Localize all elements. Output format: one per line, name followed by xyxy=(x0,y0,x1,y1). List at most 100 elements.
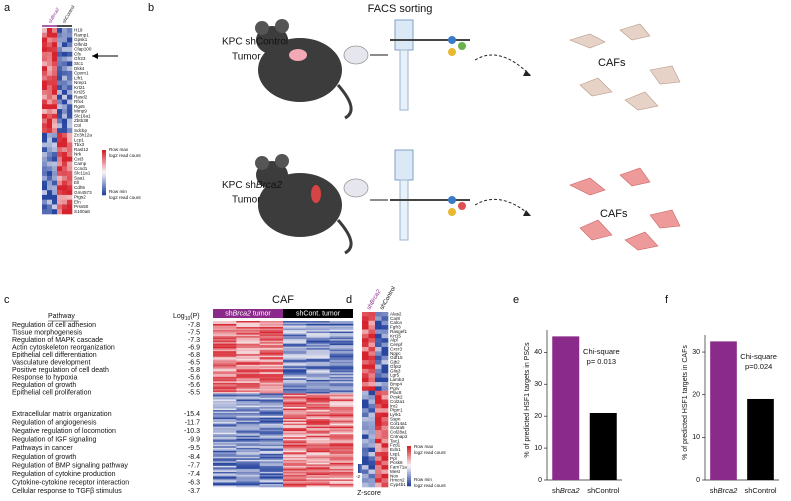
heatmap-cell xyxy=(329,452,354,455)
heatmap-cell xyxy=(236,351,260,353)
heatmap-cell xyxy=(57,42,63,48)
heatmap-cell xyxy=(57,156,63,162)
heatmap-cell xyxy=(381,399,389,405)
heatmap-cell xyxy=(306,348,330,350)
heatmap-cell xyxy=(329,384,354,387)
heatmap-cell xyxy=(306,339,330,341)
heatmap-cell xyxy=(381,460,389,466)
heatmap-cell xyxy=(329,375,354,378)
heatmap-cell xyxy=(67,118,73,124)
log10p: -7.7 xyxy=(188,462,200,469)
heatmap-cell xyxy=(306,423,330,426)
heatmap-cell xyxy=(236,373,260,376)
heatmap-cell xyxy=(375,438,382,444)
heatmap-cell xyxy=(259,355,284,358)
group-label: shBrca2 tumor xyxy=(225,310,271,317)
heatmap-cell xyxy=(213,416,237,418)
heatmap-cell xyxy=(213,337,237,340)
key-title: Z-score xyxy=(357,490,381,497)
heatmap-cell xyxy=(236,444,260,447)
heatmap-cell xyxy=(283,372,307,375)
heatmap-cell xyxy=(213,321,237,323)
heatmap-cell xyxy=(213,420,237,423)
heatmap-cell xyxy=(306,370,330,373)
heatmap-cell xyxy=(259,441,284,444)
heatmap-cell xyxy=(368,425,376,431)
heatmap-cell xyxy=(42,137,48,143)
heatmap-cell xyxy=(306,429,330,432)
heatmap-cell xyxy=(67,175,73,181)
heatmap-cell xyxy=(362,434,369,440)
heatmap-cell xyxy=(47,128,53,134)
key-cell xyxy=(407,480,411,483)
heatmap-cell xyxy=(67,113,73,119)
heatmap-cell xyxy=(368,382,376,387)
gene-label: Calca xyxy=(390,320,402,325)
group-label: shCont. tumor xyxy=(296,310,341,317)
heatmap-cell xyxy=(329,351,354,353)
heatmap-cell xyxy=(283,381,307,384)
heatmap-cell xyxy=(213,364,237,367)
heatmap-cell xyxy=(368,430,376,435)
gene-label: Dkk4 xyxy=(74,66,85,71)
heatmap-cell xyxy=(283,331,307,334)
heatmap-cell xyxy=(329,434,354,436)
heatmap-cell xyxy=(62,137,68,143)
heatmap-cell xyxy=(67,99,73,105)
heatmap-cell xyxy=(283,438,307,441)
heatmap-cell xyxy=(259,429,284,432)
heatmap-cell xyxy=(213,471,237,474)
key-cell xyxy=(407,462,411,465)
y-tick-label: 0 xyxy=(538,477,542,484)
gene-label: Bmp4 xyxy=(390,381,402,386)
gene-label: Alas2 xyxy=(390,311,402,316)
heatmap-cell xyxy=(236,455,260,458)
heatmap-cell xyxy=(381,355,389,361)
heatmap-cell xyxy=(306,416,330,418)
heatmap-cell xyxy=(283,413,307,415)
log10p: -8.4 xyxy=(188,454,200,461)
heatmap-cell xyxy=(368,338,376,343)
heatmap-cell xyxy=(236,363,260,366)
pathway: Extracellular matrix organization xyxy=(12,411,112,418)
heatmap-cell xyxy=(368,443,376,448)
mouse-label: Tumor xyxy=(232,52,261,63)
text-part: sh xyxy=(225,310,233,317)
gene-label: Pgrv xyxy=(390,386,400,391)
heatmap-cell xyxy=(329,419,354,421)
heatmap-cell xyxy=(306,334,330,337)
heatmap-cell xyxy=(57,90,63,96)
heatmap-cell xyxy=(62,56,68,62)
key-label: Row max xyxy=(414,444,434,449)
heatmap-cell xyxy=(381,469,389,475)
heatmap-cell xyxy=(47,47,53,53)
key-label: log2 read count xyxy=(109,153,141,158)
heatmap-cell xyxy=(362,333,369,339)
heatmap-cell xyxy=(47,190,53,196)
key-cell xyxy=(102,161,106,164)
heatmap-cell xyxy=(283,437,307,440)
heatmap-cell xyxy=(259,400,284,403)
heatmap-cell xyxy=(306,428,330,430)
heatmap-cell xyxy=(362,338,369,343)
heatmap-cell xyxy=(306,446,330,449)
heatmap-cell xyxy=(375,456,382,462)
heatmap-cell xyxy=(213,462,237,465)
heatmap-cell xyxy=(283,476,307,479)
heatmap-cell xyxy=(67,132,73,138)
heatmap-cell xyxy=(306,453,330,456)
heatmap-cell xyxy=(57,175,63,181)
heatmap-cell xyxy=(368,347,376,352)
heatmap-cell xyxy=(42,94,48,100)
heatmap-c xyxy=(213,321,354,488)
heatmap-cell xyxy=(236,408,260,411)
heatmap-cell xyxy=(259,336,284,338)
heatmap-cell xyxy=(52,109,58,115)
heatmap-cell xyxy=(306,394,330,397)
heatmap-cell xyxy=(42,99,48,105)
heatmap-cell xyxy=(236,324,260,326)
gene-label: Col2a1 xyxy=(390,399,405,404)
heatmap-cell xyxy=(67,147,73,153)
heatmap-cell xyxy=(362,386,369,392)
heatmap-cell xyxy=(57,166,63,172)
